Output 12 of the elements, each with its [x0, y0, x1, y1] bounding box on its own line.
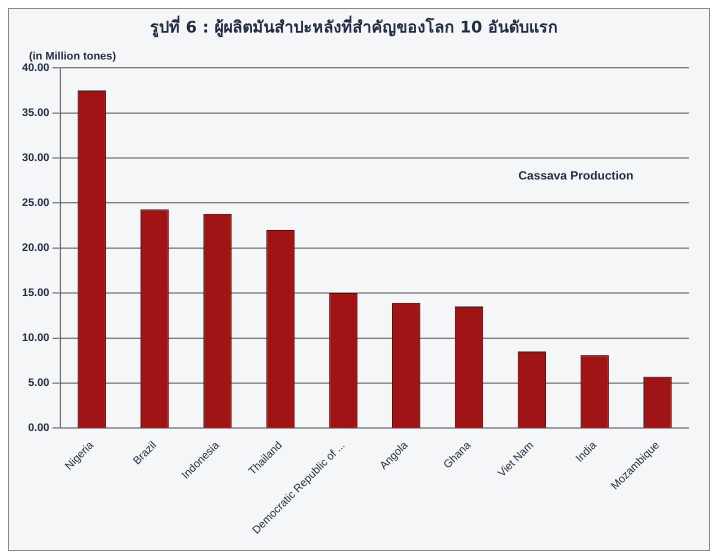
- annotation: Cassava Production: [518, 168, 634, 182]
- y-tick-label: 30.00: [22, 152, 50, 164]
- chart-title: รูปที่ 6 : ผู้ผลิตมันสำปะหลังที่สำคัญของโลก 10 อันดับแรก: [150, 16, 558, 39]
- y-tick-label: 5.00: [28, 377, 50, 390]
- y-tick-label: 25.00: [22, 197, 50, 210]
- y-tick-label: 20.00: [22, 242, 50, 254]
- y-tick-label: 15.00: [22, 287, 50, 300]
- y-tick-label: 0.00: [28, 422, 50, 434]
- y-tick-label: 10.00: [22, 332, 50, 344]
- y-axis-title: (in Million tones): [28, 50, 116, 63]
- y-tick-label: 35.00: [22, 107, 50, 120]
- y-tick-label: 40.00: [22, 62, 50, 74]
